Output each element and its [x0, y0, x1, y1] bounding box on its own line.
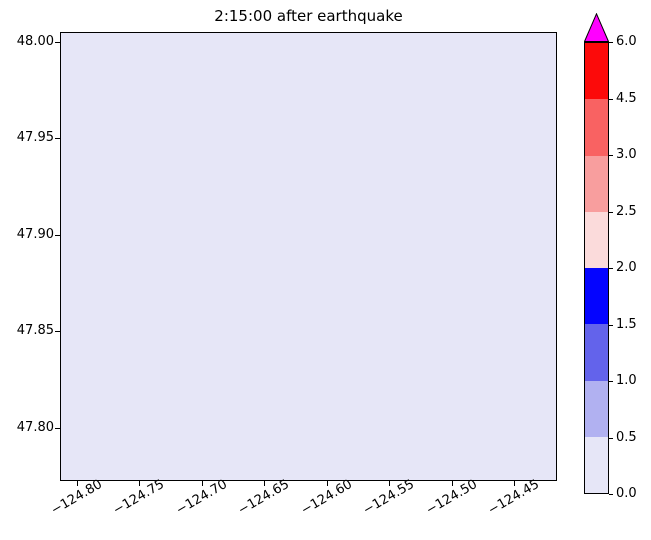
y-tick-mark	[55, 428, 60, 429]
y-tick-label: 47.85	[16, 323, 54, 338]
y-tick-mark	[55, 138, 60, 139]
y-tick-mark	[55, 235, 60, 236]
x-tick-mark	[389, 481, 390, 486]
colorbar-tick-mark	[609, 494, 613, 495]
colorbar-tick-mark	[609, 212, 613, 213]
x-tick-mark	[452, 481, 453, 486]
y-tick-mark	[55, 42, 60, 43]
colorbar-tick-mark	[609, 325, 613, 326]
y-tick-label: 48.00	[16, 34, 54, 49]
colorbar-tick-mark	[609, 268, 613, 269]
y-tick-mark	[55, 331, 60, 332]
colorbar-tick-label: 0.5	[616, 430, 637, 445]
colorbar-extend-triangle-icon	[583, 12, 610, 42]
colorbar-tick-mark	[609, 381, 613, 382]
x-tick-mark	[327, 481, 328, 486]
colorbar-tick-mark	[609, 99, 613, 100]
triangle-up-icon	[583, 12, 610, 42]
colorbar-segment	[585, 43, 608, 100]
colorbar-tick-label: 2.0	[616, 260, 637, 275]
colorbar-segment	[585, 99, 608, 156]
y-tick-label: 47.95	[16, 130, 54, 145]
colorbar-tick-label: 1.0	[616, 373, 637, 388]
colorbar-segment	[585, 380, 608, 437]
colorbar-segment	[585, 324, 608, 381]
colorbar-tick-mark	[609, 42, 613, 43]
colorbar-tick-mark	[609, 155, 613, 156]
colorbar-segment	[585, 436, 608, 493]
colorbar-tick-label: 1.5	[616, 317, 637, 332]
colorbar-segment	[585, 211, 608, 268]
colorbar-tick-label: 0.0	[616, 486, 637, 501]
colorbar-tick-label: 3.0	[616, 147, 637, 162]
colorbar-tick-mark	[609, 438, 613, 439]
y-tick-label: 47.80	[16, 420, 54, 435]
colorbar-tick-label: 4.5	[616, 91, 637, 106]
x-tick-mark	[202, 481, 203, 486]
colorbar-segment	[585, 268, 608, 325]
plot-area	[60, 32, 557, 481]
chart-title: 2:15:00 after earthquake	[214, 7, 403, 25]
x-tick-mark	[514, 481, 515, 486]
y-tick-label: 47.90	[16, 227, 54, 242]
x-tick-mark	[139, 481, 140, 486]
x-tick-mark	[77, 481, 78, 486]
colorbar-tick-label: 6.0	[616, 34, 637, 49]
colorbar	[584, 42, 609, 494]
colorbar-segment	[585, 155, 608, 212]
colorbar-tick-label: 2.5	[616, 204, 637, 219]
x-tick-mark	[264, 481, 265, 486]
